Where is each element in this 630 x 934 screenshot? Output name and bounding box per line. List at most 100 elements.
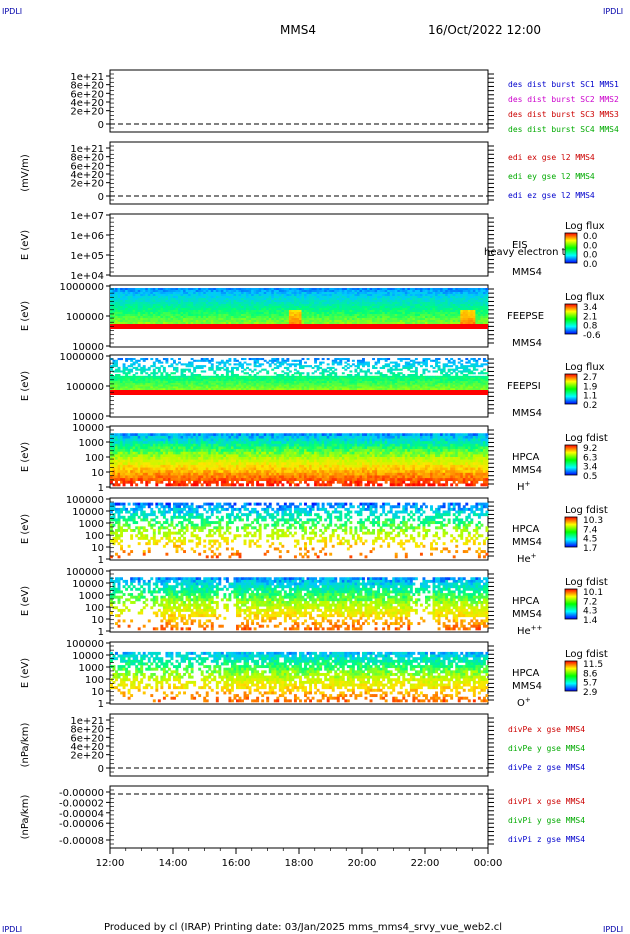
spectrogram-cell [349, 304, 353, 307]
spectrogram-cell [258, 316, 262, 319]
spectrogram-cell [364, 363, 368, 366]
spectrogram-cell [178, 320, 181, 323]
spectrogram-cell [407, 363, 411, 366]
spectrogram-cell [263, 294, 267, 297]
spectrogram-cell [140, 320, 144, 323]
spectrogram-cell [273, 366, 277, 369]
spectrogram-cell [329, 292, 333, 295]
spectrogram-cell [425, 375, 428, 378]
spectrogram-cell [331, 306, 335, 309]
spectrogram-cell [248, 312, 252, 315]
spectrogram-cell [251, 308, 255, 311]
spectrogram-cell [425, 382, 428, 385]
spectrogram-cell [399, 304, 403, 307]
spectrogram-cell [130, 316, 134, 319]
spectrogram-cell [445, 375, 449, 378]
spectrogram-cell [480, 310, 484, 313]
spectrogram-cell [480, 384, 484, 387]
spectrogram-cell [200, 384, 204, 387]
spectrogram-cell [311, 382, 315, 385]
spectrogram-cell [162, 375, 166, 378]
spectrogram-cell [402, 381, 406, 384]
spectrogram-cell [319, 318, 323, 321]
spectrogram-cell [477, 375, 481, 378]
spectrogram-cell [130, 304, 134, 307]
spectrogram-cell [346, 306, 350, 309]
spectrogram-cell [120, 433, 123, 437]
spectrogram-cell [419, 314, 423, 317]
spectrogram-cell [167, 300, 171, 303]
spectrogram-cell [339, 322, 343, 325]
spectrogram-cell [404, 298, 408, 301]
spectrogram-cell [276, 388, 280, 391]
spectrogram-cell [311, 296, 315, 299]
spectrogram-cell [162, 377, 166, 380]
spectrogram-cell [268, 377, 272, 380]
spectrogram-cell [462, 290, 466, 293]
spectrogram-cell [230, 320, 234, 323]
spectrogram-cell [190, 316, 194, 319]
spectrogram-cell [407, 296, 411, 299]
spectrogram-cell [440, 375, 444, 378]
spectrogram-cell [135, 298, 139, 301]
spectrogram-cell [230, 372, 234, 375]
spectrogram-cell [266, 377, 270, 380]
spectrogram-cell [195, 308, 199, 311]
spectrogram-cell [266, 382, 270, 385]
spectrogram-cell [200, 292, 204, 295]
spectrogram-cell [397, 381, 401, 384]
spectrogram-cell [256, 379, 260, 382]
spectrogram-cell [299, 306, 302, 309]
spectrogram-cell [236, 312, 239, 315]
spectrogram-cell [425, 304, 428, 307]
spectrogram-cell [407, 318, 411, 321]
spectrogram-cell [208, 386, 212, 389]
spectrogram-cell [213, 304, 217, 307]
spectrogram-cell [301, 304, 305, 307]
spectrogram-cell [283, 375, 287, 378]
spectrogram-cell [253, 388, 257, 391]
spectrogram-cell [445, 316, 449, 319]
spectrogram-cell [286, 379, 290, 382]
spectrogram-cell [220, 292, 224, 295]
spectrogram-cell [183, 318, 186, 321]
spectrogram-cell [480, 306, 484, 309]
spectrogram-cell [112, 308, 116, 311]
spectrogram-cell [299, 288, 302, 291]
spectrogram-cell [223, 306, 227, 309]
spectrogram-cell [485, 308, 489, 311]
spectrogram-cell [409, 302, 413, 305]
spectrogram-cell [220, 374, 224, 377]
spectrogram-cell [248, 298, 252, 301]
spectrogram-cell [195, 300, 199, 303]
spectrogram-cell [230, 290, 234, 293]
spectrogram-cell [135, 320, 139, 323]
spectrogram-cell [117, 382, 121, 385]
spectrogram-cell [392, 296, 396, 299]
spectrogram-cell [162, 308, 166, 311]
spectrogram-cell [167, 377, 171, 380]
spectrogram-cell [480, 304, 484, 307]
spectrogram-cell [152, 374, 156, 377]
spectrogram-cell [137, 314, 141, 317]
spectrogram-cell [122, 300, 126, 303]
spectrogram-cell [248, 377, 252, 380]
spectrogram-cell [160, 312, 164, 315]
spectrogram-cell [362, 300, 365, 303]
spectrogram-cell [465, 290, 469, 293]
spectrogram-cell [301, 300, 305, 303]
spectrogram-cell [135, 386, 139, 389]
spectrogram-cell [251, 312, 255, 315]
spectrogram-cell [331, 370, 335, 373]
spectrogram-cell [339, 359, 343, 362]
spectrogram-cell [263, 288, 267, 291]
spectrogram-cell [467, 370, 471, 373]
spectrogram-cell [384, 302, 388, 305]
y-tick-label: 0 [98, 120, 104, 131]
spectrogram-cell [316, 365, 320, 368]
spectrogram-cell [230, 296, 234, 299]
spectrogram-cell [344, 304, 348, 307]
spectrogram-cell [364, 290, 368, 293]
spectrogram-cell [480, 320, 484, 323]
spectrogram-cell [394, 322, 398, 325]
